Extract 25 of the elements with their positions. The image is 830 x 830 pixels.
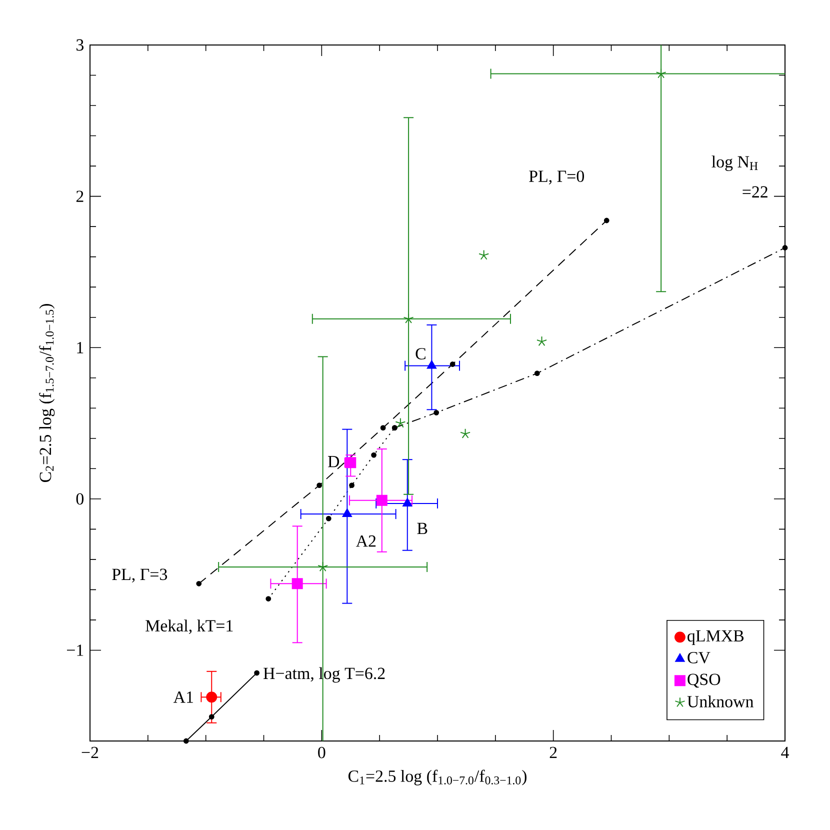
annotation: A2 [356, 535, 376, 547]
x-axis-title: C$_{1}$=2.5 log (f$_{1.0−7.0}$/f$_{0.3−1.0}$) [348, 770, 526, 786]
y-tick-label: 2 [76, 190, 84, 202]
legend-label: QSO [688, 674, 720, 688]
annotation: log N$_{H}$ [712, 156, 758, 172]
annotation: PL, Γ=3 [112, 568, 168, 583]
x-tick-label: −2 [82, 746, 98, 758]
y-tick-label: 3 [76, 39, 84, 51]
legend-label: qLMXB [688, 630, 744, 646]
y-tick-label: 0 [76, 493, 84, 505]
x-tick-label: 0 [318, 746, 326, 758]
legend-label: Unknown [687, 695, 754, 708]
annotation: PL, Γ=0 [529, 170, 584, 184]
annotation: =22 [742, 186, 768, 198]
annotation: Mekal, kT=1 [146, 620, 233, 634]
x-tick-label: 4 [781, 746, 789, 758]
annotation: C [416, 348, 426, 360]
annotation: D [328, 456, 340, 468]
y-tick-label: 1 [77, 342, 84, 354]
legend-label: CV [688, 652, 710, 664]
x-tick-label: 2 [550, 746, 557, 758]
annotation: B [417, 522, 428, 534]
y-tick-label: −1 [66, 644, 84, 656]
annotation: A1 [173, 692, 193, 703]
y-axis-title: C$_{2}$=2.5 log (f$_{1.5−7.0}$/f$_{1.0−1.5}$) [39, 304, 55, 482]
